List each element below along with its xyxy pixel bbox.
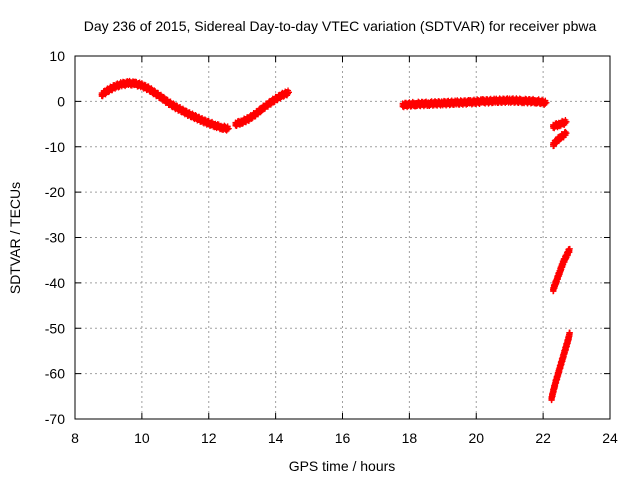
series-pass-5 bbox=[550, 128, 570, 150]
y-tick-label: -60 bbox=[45, 366, 65, 382]
series-pass-3 bbox=[399, 95, 550, 111]
y-tick-label: -70 bbox=[45, 411, 65, 427]
data-point bbox=[286, 89, 292, 96]
series-pass-2 bbox=[232, 87, 292, 130]
x-axis-title: GPS time / hours bbox=[289, 458, 396, 474]
y-tick-label: -50 bbox=[45, 320, 65, 336]
y-tick-label: -10 bbox=[45, 139, 65, 155]
x-tick-label: 12 bbox=[201, 430, 217, 446]
data-series bbox=[98, 77, 573, 404]
x-tick-label: 8 bbox=[71, 430, 79, 446]
data-marker bbox=[542, 100, 549, 107]
x-tick-label: 22 bbox=[535, 430, 551, 446]
y-tick-label: 10 bbox=[49, 48, 65, 64]
data-point bbox=[543, 99, 550, 106]
data-point bbox=[563, 118, 570, 125]
data-point bbox=[566, 329, 573, 336]
series-pass-7 bbox=[548, 329, 573, 404]
x-tick-label: 16 bbox=[335, 430, 351, 446]
y-tick-label: -40 bbox=[45, 275, 65, 291]
grid bbox=[75, 56, 610, 419]
data-point bbox=[566, 245, 573, 252]
x-tick-label: 20 bbox=[468, 430, 484, 446]
y-tick-label: -30 bbox=[45, 230, 65, 246]
data-point bbox=[225, 125, 232, 132]
y-axis-title: SDTVAR / TECUs bbox=[7, 182, 23, 294]
x-tick-label: 18 bbox=[402, 430, 418, 446]
chart-title: Day 236 of 2015, Sidereal Day-to-day VTE… bbox=[84, 18, 597, 34]
y-tick-label: 0 bbox=[57, 93, 65, 109]
axis-ticks: 8 10 12 14 16 18 20 22 24 10 0 -10 -20 -30 -40 -50 -60 -7… bbox=[45, 48, 618, 446]
data-point bbox=[563, 130, 570, 137]
x-tick-label: 10 bbox=[134, 430, 150, 446]
x-tick-label: 14 bbox=[268, 430, 284, 446]
series-pass-4 bbox=[550, 116, 570, 132]
data-marker bbox=[224, 126, 231, 133]
y-tick-label: -20 bbox=[45, 184, 65, 200]
x-tick-label: 24 bbox=[602, 430, 618, 446]
series-pass-6 bbox=[550, 245, 573, 295]
series-pass-1 bbox=[98, 77, 232, 134]
